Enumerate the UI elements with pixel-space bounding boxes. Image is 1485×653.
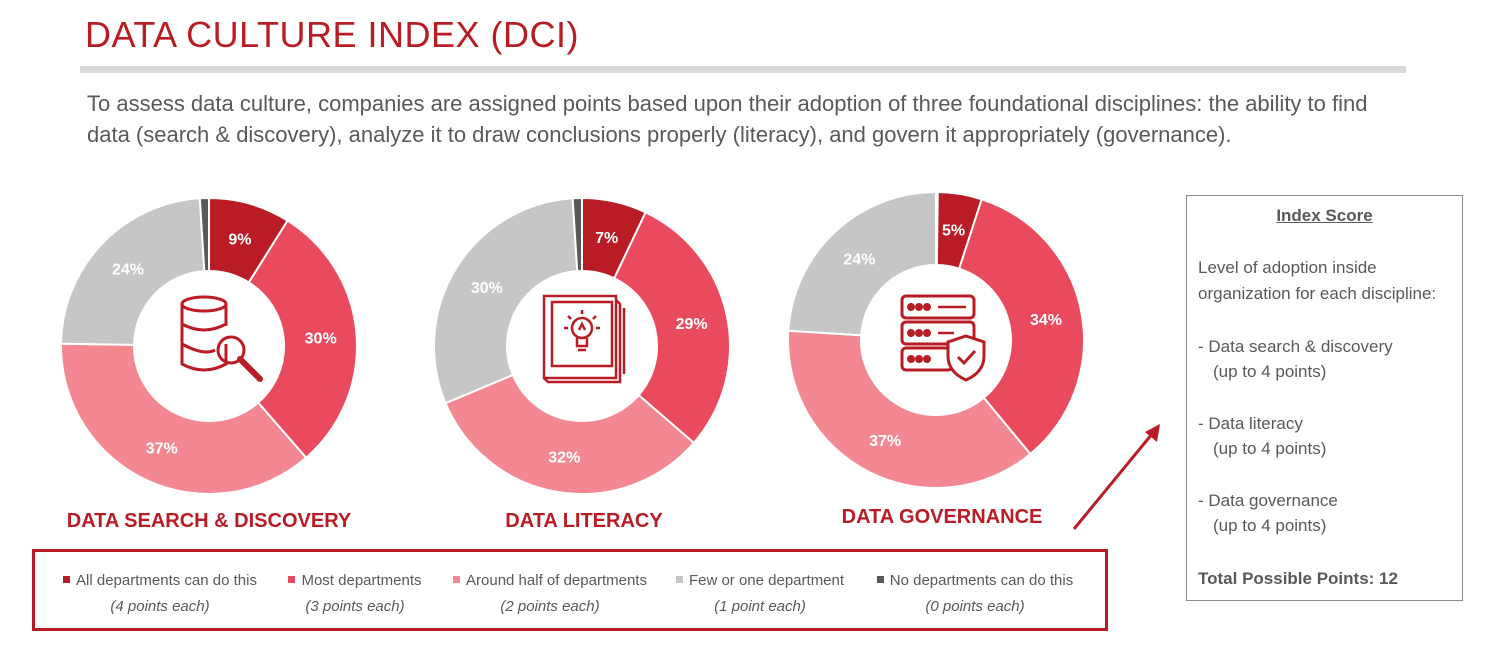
- donut-slice-most: [957, 197, 1085, 456]
- chart-title-search-discovery: DATA SEARCH & DISCOVERY: [66, 510, 352, 532]
- index-line: - Data search & discovery: [1198, 337, 1393, 356]
- index-line: Level of adoption inside: [1198, 258, 1377, 277]
- page-title: DATA CULTURE INDEX (DCI): [85, 14, 580, 55]
- donut-slice-half: [444, 373, 696, 495]
- legend-points: (0 points each): [925, 598, 1025, 615]
- legend-item-none: No departments can do this (0 points eac…: [855, 572, 1095, 615]
- legend-points: (2 points each): [500, 598, 600, 615]
- legend-label: No departments can do this: [889, 572, 1074, 589]
- data-label: 9%: [228, 231, 251, 248]
- donut-slice-none: [935, 190, 939, 267]
- legend-item-most: Most departments (3 points each): [270, 572, 440, 615]
- donut-slice-half: [60, 342, 308, 495]
- page-subtitle: To assess data culture, companies are as…: [87, 91, 1368, 147]
- donut-slice-none: [571, 196, 583, 273]
- index-line: (up to 4 points): [1213, 439, 1327, 458]
- data-label: 24%: [112, 262, 144, 279]
- donut-slice-few: [787, 190, 937, 337]
- donut-slice-half: [787, 329, 1032, 489]
- legend-label: Around half of departments: [466, 572, 647, 589]
- legend-item-half: Around half of departments (2 points eac…: [435, 572, 665, 615]
- data-label: 5%: [942, 222, 965, 239]
- donut-slice-most: [247, 219, 358, 460]
- legend-label: Most departments: [301, 572, 422, 589]
- donut-slice-most: [612, 211, 731, 445]
- donut-slice-few: [60, 197, 206, 346]
- index-line: - Data literacy: [1198, 414, 1303, 433]
- total-points: Total Possible Points: 12: [1198, 569, 1398, 588]
- server-shield-icon: [900, 294, 986, 382]
- data-label: 29%: [676, 316, 708, 333]
- index-score-heading: Index Score: [1276, 206, 1373, 225]
- legend-swatch: [63, 576, 71, 583]
- legend-swatch: [876, 576, 884, 583]
- index-line: organization for each discipline:: [1198, 284, 1437, 303]
- chart-title-governance: DATA GOVERNANCE: [841, 506, 1043, 528]
- index-line: (up to 4 points): [1213, 362, 1327, 381]
- legend-swatch: [453, 576, 461, 583]
- legend-points: (1 point each): [714, 598, 806, 615]
- legend-points: (4 points each): [110, 598, 210, 615]
- data-label: 30%: [471, 280, 503, 297]
- arrow-icon: [1072, 424, 1160, 530]
- data-label: 32%: [548, 450, 580, 467]
- legend-item-few: Few or one department (1 point each): [655, 572, 865, 615]
- legend-label: Few or one department: [688, 572, 845, 589]
- data-label: 7%: [595, 230, 618, 247]
- data-label: 30%: [305, 330, 337, 347]
- index-score-box: Index Score Level of adoption inside org…: [1186, 195, 1463, 601]
- database-search-icon: [180, 295, 263, 382]
- legend-item-all: All departments can do this (4 points ea…: [45, 572, 275, 615]
- title-divider: [80, 66, 1406, 73]
- legend: All departments can do this (4 points ea…: [32, 549, 1108, 631]
- chart-title-literacy: DATA LITERACY: [505, 510, 663, 532]
- donut-slice-few: [433, 197, 579, 405]
- data-label: 34%: [1030, 312, 1062, 329]
- legend-label: All departments can do this: [76, 572, 257, 589]
- data-label: 24%: [843, 251, 875, 268]
- index-line: - Data governance: [1198, 491, 1338, 510]
- book-lightbulb-icon: [542, 294, 626, 384]
- data-label: 37%: [869, 433, 901, 450]
- legend-swatch: [288, 576, 296, 583]
- data-label: 37%: [146, 441, 178, 458]
- donut-slice-none: [198, 196, 210, 273]
- legend-swatch: [675, 576, 683, 583]
- index-line: (up to 4 points): [1213, 516, 1327, 535]
- legend-points: (3 points each): [305, 598, 405, 615]
